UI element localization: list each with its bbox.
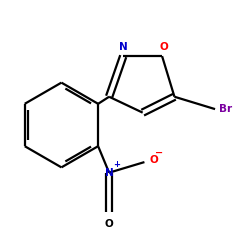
Text: +: + bbox=[114, 160, 120, 170]
Text: O: O bbox=[150, 155, 158, 165]
Text: O: O bbox=[105, 218, 114, 228]
Text: N: N bbox=[119, 42, 128, 52]
Text: −: − bbox=[155, 148, 163, 158]
Text: O: O bbox=[160, 42, 168, 52]
Text: N: N bbox=[105, 168, 114, 178]
Text: Br: Br bbox=[218, 104, 232, 114]
